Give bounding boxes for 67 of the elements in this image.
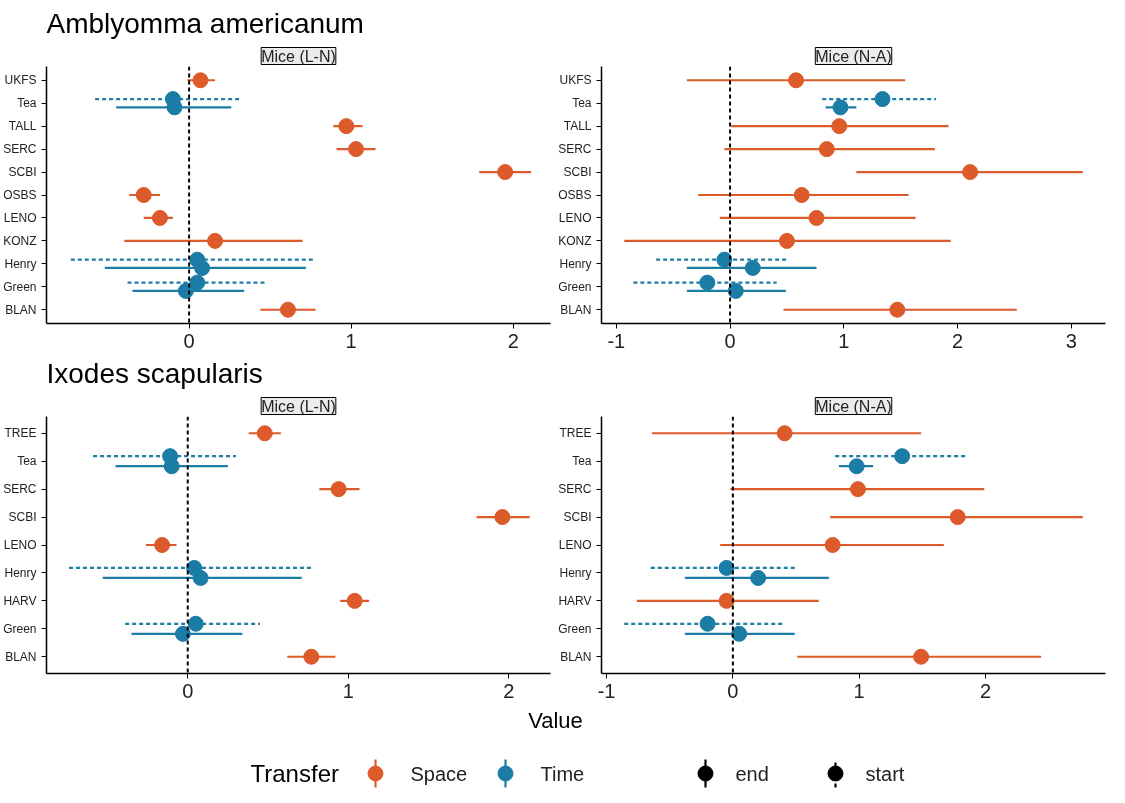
y-tick-label: Tea bbox=[17, 96, 37, 111]
y-tick-label: HARV bbox=[558, 593, 592, 608]
y-tick-label: LENO bbox=[3, 210, 37, 225]
y-tick-label: TALL bbox=[563, 119, 592, 134]
y-tick-label: TREE bbox=[559, 426, 592, 441]
x-tick-label: 3 bbox=[1065, 329, 1077, 352]
y-tick-label: SERC bbox=[3, 142, 37, 157]
chart-subtitle: Mice (N-A) bbox=[815, 47, 892, 65]
y-tick-label: Tea bbox=[572, 454, 592, 469]
y-tick-label: KONZ bbox=[3, 233, 37, 248]
y-tick-label: Henry bbox=[559, 565, 592, 580]
x-tick-label: 2 bbox=[503, 679, 515, 702]
x-tick-label: 2 bbox=[979, 679, 992, 702]
y-tick-label: SCBI bbox=[8, 510, 37, 525]
y-tick-label: LENO bbox=[558, 538, 592, 552]
chart-title: Ixodes scapularis bbox=[46, 357, 263, 389]
y-tick-label: Green bbox=[558, 621, 592, 636]
y-tick-label: SERC bbox=[3, 482, 37, 497]
x-tick-label: 1 bbox=[342, 679, 354, 702]
y-tick-label: HARV bbox=[3, 593, 37, 608]
y-tick-label: Tea bbox=[17, 454, 37, 469]
legend-label: Space bbox=[410, 762, 468, 785]
y-tick-label: BLAN bbox=[560, 302, 592, 317]
y-tick-label: SERC bbox=[558, 482, 592, 497]
legend-title: Transfer bbox=[250, 760, 339, 787]
x-tick-label: 1 bbox=[853, 679, 865, 702]
x-tick-label: -1 bbox=[597, 679, 616, 702]
y-tick-label: Tea bbox=[572, 96, 592, 111]
y-tick-label: UKFS bbox=[559, 73, 592, 88]
y-tick-label: Henry bbox=[4, 565, 37, 580]
chart-subtitle: Mice (N-A) bbox=[815, 397, 892, 415]
chart-subtitle: Mice (L-N) bbox=[261, 397, 336, 415]
legend-label: Time bbox=[540, 762, 585, 785]
text: end bbox=[735, 762, 769, 785]
y-tick-label: BLAN bbox=[5, 649, 37, 664]
x-tick-label: -1 bbox=[607, 329, 626, 352]
y-tick-label: SCBI bbox=[563, 510, 592, 525]
x-tick-label: 2 bbox=[507, 329, 519, 352]
y-tick-label: Henry bbox=[4, 256, 37, 271]
x-tick-label: 1 bbox=[838, 329, 850, 352]
y-tick-label: BLAN bbox=[5, 302, 37, 317]
y-tick-label: LENO bbox=[3, 538, 37, 552]
y-tick-label: SCBI bbox=[563, 165, 592, 180]
y-tick-label: LENO bbox=[558, 210, 592, 225]
x-tick-label: 0 bbox=[724, 329, 736, 352]
y-tick-label: TALL bbox=[8, 119, 37, 134]
y-tick-label: TREE bbox=[4, 426, 37, 441]
y-tick-label: BLAN bbox=[560, 649, 592, 664]
y-tick-label: SCBI bbox=[8, 165, 37, 180]
y-tick-label: Henry bbox=[559, 256, 592, 271]
chart-subtitle: Mice (L-N) bbox=[261, 47, 336, 65]
x-tick-label: 1 bbox=[345, 329, 357, 352]
y-tick-label: OSBS bbox=[558, 188, 592, 202]
y-tick-label: KONZ bbox=[558, 233, 592, 248]
y-tick-label: Green bbox=[3, 279, 37, 294]
chart-title: Amblyomma americanum bbox=[46, 7, 364, 39]
y-tick-label: SERC bbox=[558, 142, 592, 157]
x-tick-label: 0 bbox=[727, 679, 739, 702]
text: start bbox=[865, 762, 905, 785]
y-tick-label: OSBS bbox=[3, 188, 37, 202]
y-tick-label: Green bbox=[558, 279, 592, 294]
x-axis-title: Value bbox=[528, 708, 583, 733]
y-tick-label: Green bbox=[3, 621, 37, 636]
x-tick-label: 2 bbox=[952, 329, 964, 352]
x-tick-label: 0 bbox=[182, 679, 194, 702]
y-tick-label: UKFS bbox=[4, 73, 37, 88]
x-tick-label: 0 bbox=[183, 329, 195, 352]
